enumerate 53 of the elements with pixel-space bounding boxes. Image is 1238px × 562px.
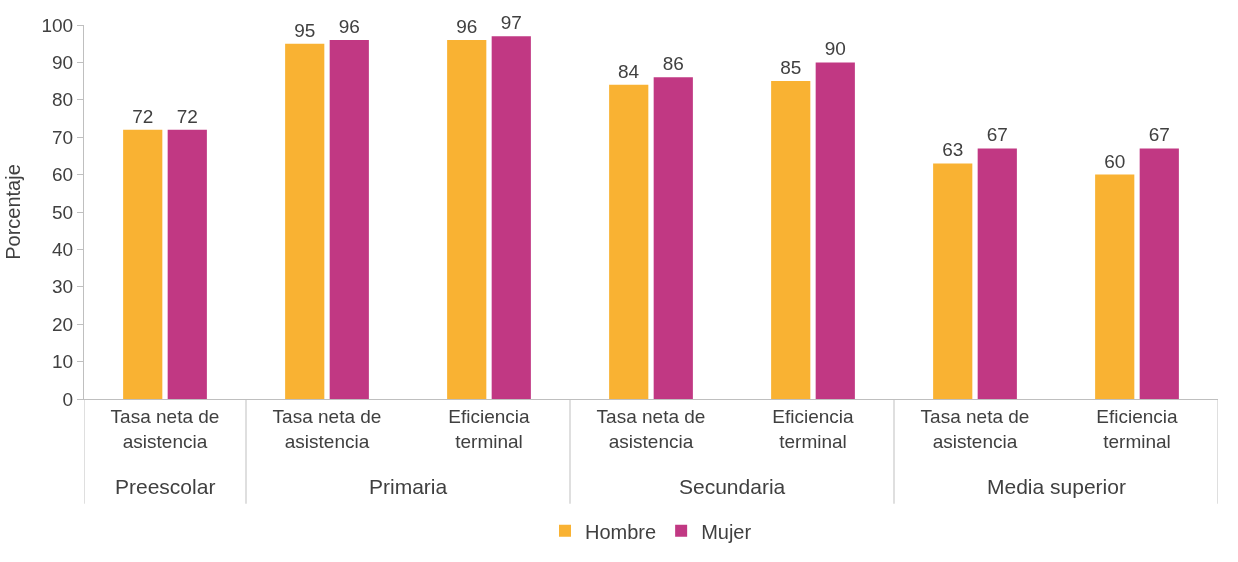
data-label: 72 xyxy=(176,105,198,127)
y-tick-label: 50 xyxy=(52,201,74,223)
data-label: 72 xyxy=(132,105,154,127)
bar xyxy=(329,39,369,399)
bar xyxy=(653,77,693,399)
bar xyxy=(447,39,487,399)
x-tick-label: Tasa neta de asistencia xyxy=(110,405,220,452)
bar xyxy=(167,129,207,399)
bar xyxy=(1095,174,1135,399)
text: Media superior xyxy=(987,475,1126,498)
y-tick-label: 10 xyxy=(52,351,74,373)
text: Secundaria xyxy=(679,475,786,498)
text: Primaria xyxy=(369,475,448,498)
legend-label: Mujer xyxy=(701,520,752,543)
bar xyxy=(771,81,811,399)
y-tick-label: 60 xyxy=(52,164,74,186)
data-label: 67 xyxy=(986,124,1008,146)
y-tick-label: 100 xyxy=(41,14,74,36)
y-tick-label: 0 xyxy=(62,388,74,410)
data-label: 97 xyxy=(500,12,522,34)
data-label: 60 xyxy=(1104,150,1126,172)
data-label: 86 xyxy=(662,53,684,75)
y-tick-label: 30 xyxy=(52,276,74,298)
data-label: 85 xyxy=(780,57,802,79)
legend-label: Hombre xyxy=(585,520,657,543)
bar xyxy=(123,129,163,399)
data-label: 96 xyxy=(456,15,478,37)
y-tick-label: 20 xyxy=(52,313,74,335)
data-label: 67 xyxy=(1148,124,1170,146)
bar xyxy=(977,148,1017,399)
data-label: 84 xyxy=(617,60,640,82)
bar xyxy=(609,84,649,399)
x-tick-label: Tasa neta de asistencia xyxy=(920,405,1030,452)
x-tick-label: Tasa neta de asistencia xyxy=(272,405,382,452)
x-tick-label: Eficiencia terminal xyxy=(448,405,531,452)
data-label: 63 xyxy=(942,139,964,161)
bar xyxy=(815,62,855,399)
x-tick-label: Tasa neta de asistencia xyxy=(596,405,706,452)
data-label: 96 xyxy=(338,15,360,37)
x-tick-label: Eficiencia terminal xyxy=(772,405,855,452)
y-tick-label: 70 xyxy=(52,126,74,148)
y-tick-label: 90 xyxy=(52,52,74,74)
y-axis-title: Porcentaje xyxy=(2,164,24,260)
data-label: 90 xyxy=(824,38,846,60)
bar xyxy=(491,36,531,399)
text: Preescolar xyxy=(115,475,216,498)
x-tick-label: Eficiencia terminal xyxy=(1096,405,1179,452)
bar xyxy=(933,163,973,399)
y-tick-label: 40 xyxy=(52,239,74,261)
y-tick-label: 80 xyxy=(52,89,74,111)
bar xyxy=(285,43,325,399)
bar xyxy=(1139,148,1179,399)
data-label: 95 xyxy=(294,19,316,41)
